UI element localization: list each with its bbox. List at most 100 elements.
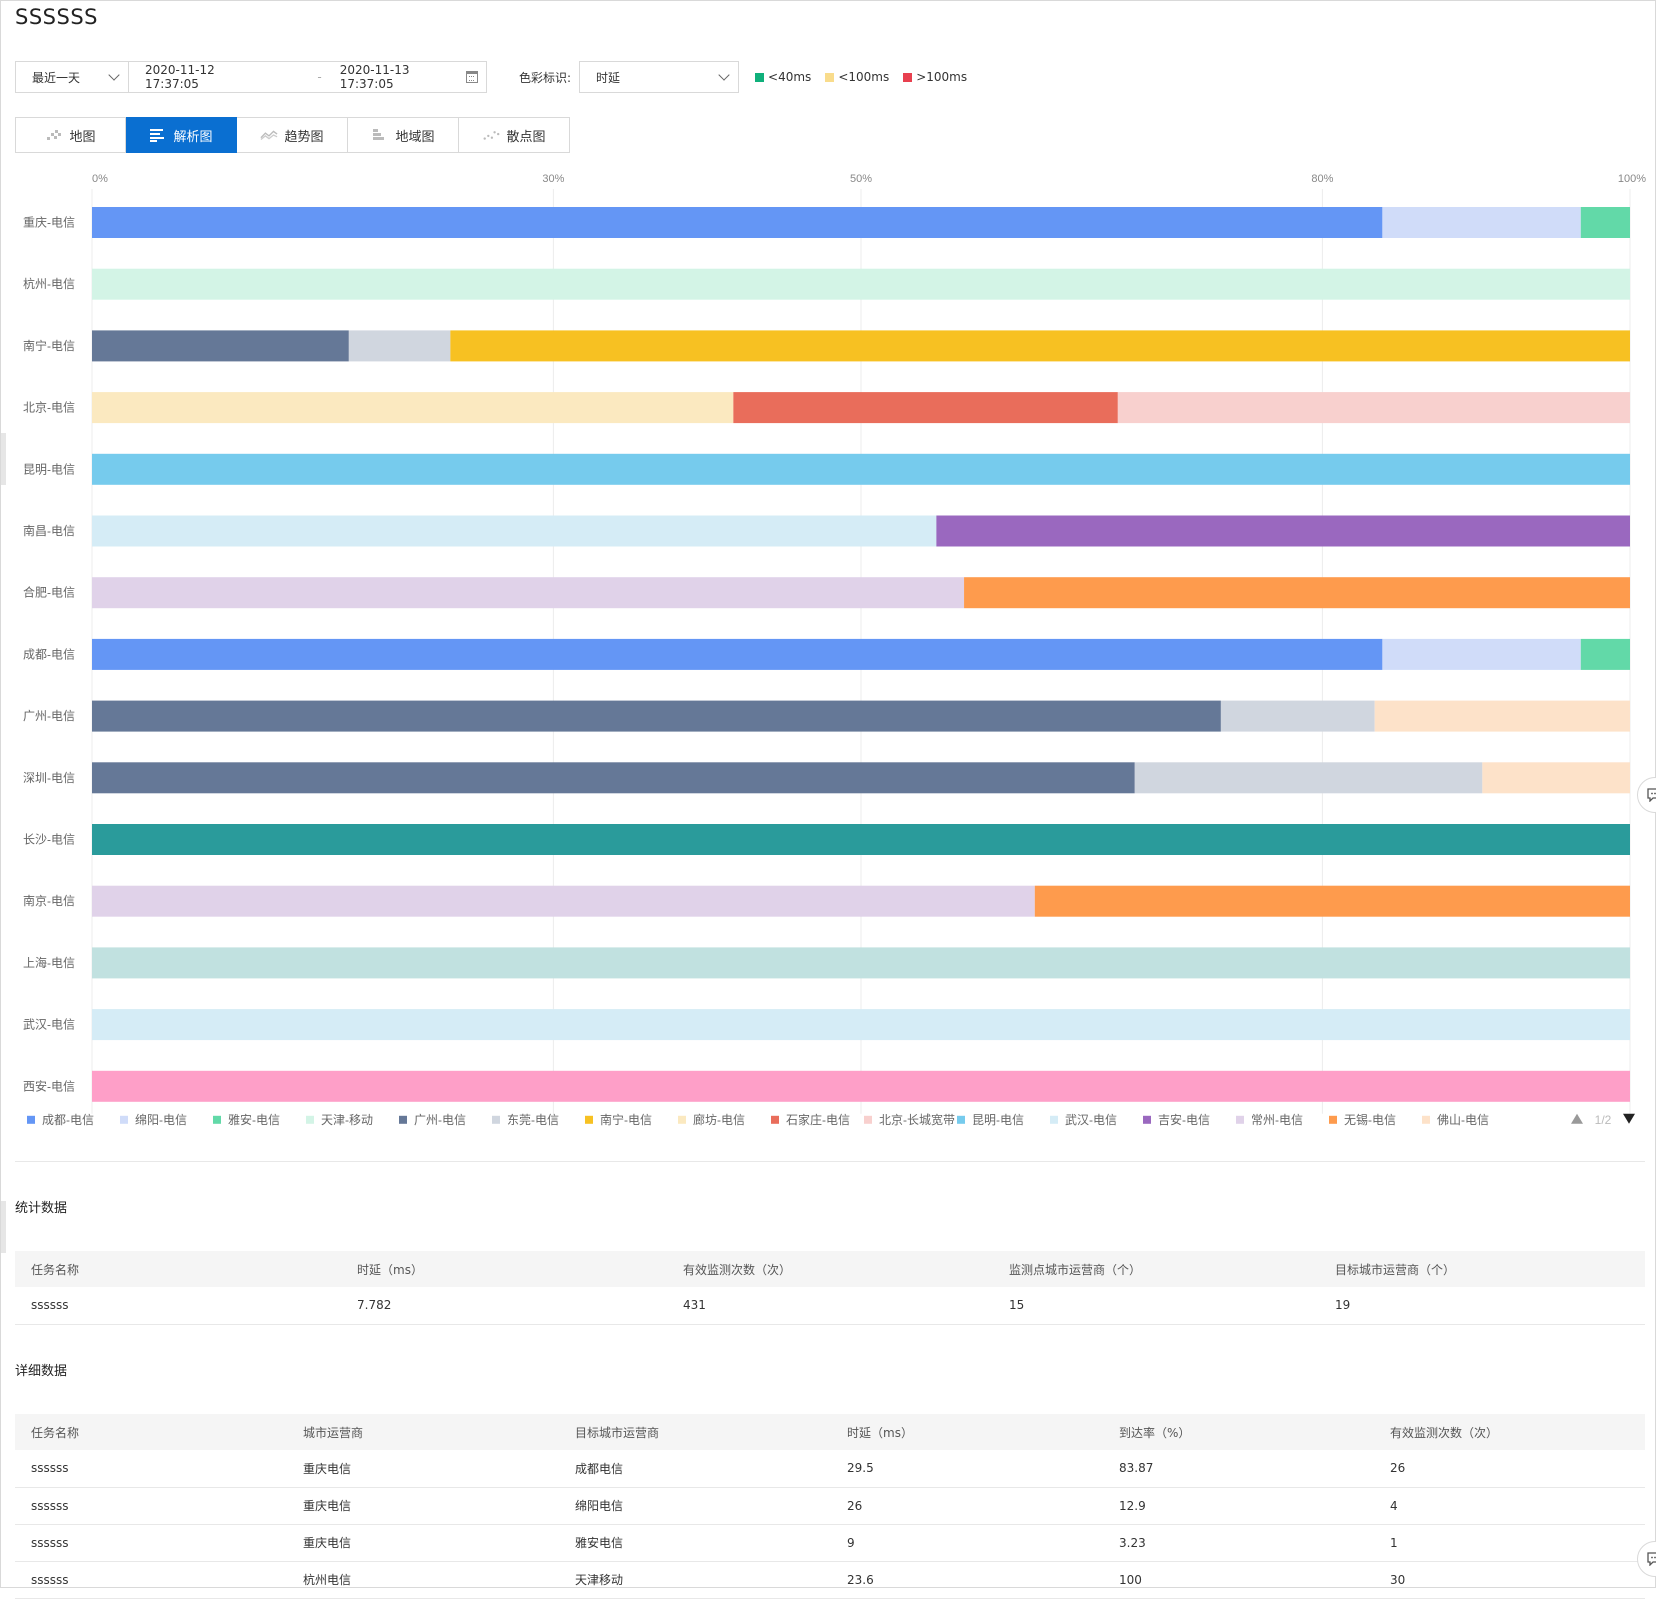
y-category-label: 杭州-电信 — [23, 276, 75, 291]
bar-segment — [348, 330, 451, 362]
bar-segment — [92, 885, 1035, 917]
page-title: SSSSSS — [15, 5, 98, 29]
legend-label: 佛山-电信 — [1437, 1113, 1489, 1127]
legend-label: 昆明-电信 — [972, 1113, 1024, 1127]
table-cell: 100 — [1103, 1561, 1374, 1599]
tab-analysis[interactable]: 解析图 — [126, 117, 237, 153]
legend-swatch — [1329, 1115, 1337, 1124]
x-tick-label: 50% — [850, 173, 872, 185]
legend-swatch — [120, 1115, 128, 1124]
threshold-swatch — [825, 72, 835, 82]
tab-scatter[interactable]: 散点图 — [459, 117, 570, 153]
y-category-label: 广州-电信 — [23, 709, 75, 723]
left-drag-handle[interactable] — [1, 1201, 6, 1253]
calendar-icon[interactable] — [466, 71, 479, 83]
table-row: ssssss 7.782 431 15 19 — [15, 1287, 1645, 1325]
legend-next-icon[interactable] — [1623, 1113, 1635, 1124]
y-category-label: 南京-电信 — [23, 893, 75, 908]
table-row: ssssss 重庆电信 雅安电信 9 3.23 1 — [15, 1524, 1645, 1562]
bar-segment — [1482, 762, 1630, 794]
table-cell: 7.782 — [341, 1287, 667, 1325]
table-cell: ssssss — [15, 1561, 287, 1599]
legend-label: 北京-长城宽带 — [879, 1112, 955, 1127]
bar-segment — [936, 515, 1630, 547]
legend-label: 广州-电信 — [414, 1113, 466, 1127]
bar-segment — [1382, 638, 1581, 670]
color-mode-label: 色彩标识: — [519, 70, 572, 85]
bar-segment — [92, 392, 734, 424]
column-header: 目标城市运营商 — [559, 1414, 831, 1450]
tab-trend[interactable]: 趋势图 — [237, 117, 348, 153]
y-category-label: 南宁-电信 — [23, 338, 75, 353]
section-divider — [15, 1161, 1645, 1162]
table-cell: 83.87 — [1103, 1450, 1374, 1488]
tab-map[interactable]: 地图 — [15, 117, 126, 153]
bar-segment — [92, 330, 349, 362]
bar-segment — [92, 947, 1630, 979]
column-header: 城市运营商 — [287, 1414, 559, 1450]
y-category-label: 西安-电信 — [23, 1078, 75, 1093]
legend-swatch — [27, 1115, 35, 1124]
column-header: 有效监测次数（次） — [667, 1251, 993, 1287]
legend-label: 武汉-电信 — [1065, 1113, 1117, 1127]
chat-icon — [1647, 1552, 1656, 1566]
column-header: 监测点城市运营商（个） — [993, 1251, 1319, 1287]
map-icon — [45, 128, 63, 142]
bar-segment — [1580, 638, 1630, 670]
bar-segment — [92, 1009, 1630, 1041]
table-cell: ssssss — [15, 1487, 287, 1525]
x-tick-label: 0% — [92, 173, 108, 185]
date-range-picker[interactable]: 2020-11-12 17:37:05 - 2020-11-13 17:37:0… — [129, 61, 487, 93]
legend-label: 常州-电信 — [1251, 1113, 1303, 1127]
detail-title: 详细数据 — [15, 1364, 68, 1379]
date-end[interactable]: 2020-11-13 17:37:05 — [339, 63, 410, 91]
date-start[interactable]: 2020-11-12 17:37:05 — [145, 63, 215, 91]
table-row: ssssss 重庆电信 绵阳电信 26 12.9 4 — [15, 1487, 1645, 1525]
table-cell: 成都电信 — [559, 1450, 831, 1488]
table-cell: 30 — [1374, 1561, 1645, 1599]
table-cell: 29.5 — [831, 1450, 1103, 1488]
bar-segment — [92, 824, 1630, 855]
table-cell: 19 — [1319, 1287, 1645, 1325]
threshold-label: <100ms — [838, 70, 890, 84]
tab-label: 地域图 — [395, 129, 435, 145]
legend-label: 吉安-电信 — [1158, 1112, 1210, 1127]
bar-segment — [1117, 392, 1630, 424]
column-header: 时延（ms） — [341, 1251, 667, 1287]
bar-segment — [964, 577, 1630, 609]
metric-value: 时延 — [596, 70, 621, 85]
left-drag-handle[interactable] — [1, 433, 6, 485]
y-category-label: 昆明-电信 — [23, 462, 75, 476]
legend-prev-icon[interactable] — [1571, 1113, 1583, 1124]
tab-label: 解析图 — [173, 129, 213, 145]
tab-label: 地图 — [69, 129, 96, 145]
tab-region[interactable]: 地域图 — [348, 117, 459, 153]
y-category-label: 上海-电信 — [23, 955, 75, 970]
bar-segment — [1580, 207, 1630, 238]
metric-select[interactable]: 时延 — [579, 61, 740, 93]
time-range-select[interactable]: 最近一天 — [15, 61, 129, 93]
scatter-icon — [482, 128, 500, 142]
table-cell: ssssss — [15, 1287, 341, 1325]
legend-swatch — [399, 1115, 407, 1124]
stats-title: 统计数据 — [15, 1201, 68, 1216]
bar-segment — [92, 453, 1630, 485]
bar-segment — [733, 392, 1118, 424]
column-header: 目标城市运营商（个） — [1319, 1251, 1645, 1287]
date-separator: - — [317, 70, 322, 84]
bar-segment — [92, 207, 1383, 238]
chevron-down-icon — [108, 69, 120, 81]
bar-segment — [1374, 700, 1630, 732]
legend-label: 东莞-电信 — [507, 1113, 559, 1127]
bar-segment — [1382, 207, 1581, 238]
table-cell: 杭州电信 — [287, 1561, 559, 1599]
bar-segment — [92, 700, 1221, 732]
tab-label: 趋势图 — [284, 129, 324, 145]
table-cell: 431 — [667, 1287, 993, 1325]
column-header: 任务名称 — [15, 1414, 287, 1450]
region-icon — [371, 128, 389, 142]
table-header-row: 任务名称 时延（ms） 有效监测次数（次） 监测点城市运营商（个） 目标城市运营… — [15, 1251, 1645, 1287]
threshold-swatch — [755, 72, 765, 82]
table-cell: 重庆电信 — [287, 1524, 559, 1562]
